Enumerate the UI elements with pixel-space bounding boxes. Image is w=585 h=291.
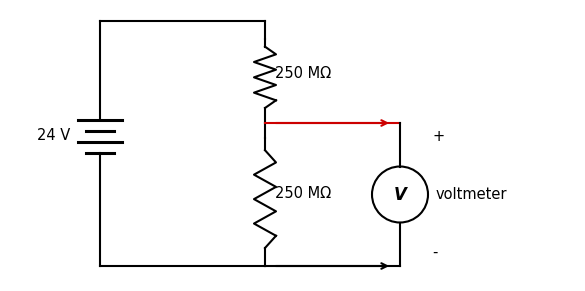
Text: +: + [432, 129, 444, 144]
Text: V: V [394, 185, 407, 203]
Text: 250 MΩ: 250 MΩ [275, 185, 331, 200]
Text: 24 V: 24 V [37, 129, 70, 143]
Text: voltmeter: voltmeter [436, 187, 508, 202]
Text: 250 MΩ: 250 MΩ [275, 66, 331, 81]
Text: -: - [432, 245, 438, 260]
